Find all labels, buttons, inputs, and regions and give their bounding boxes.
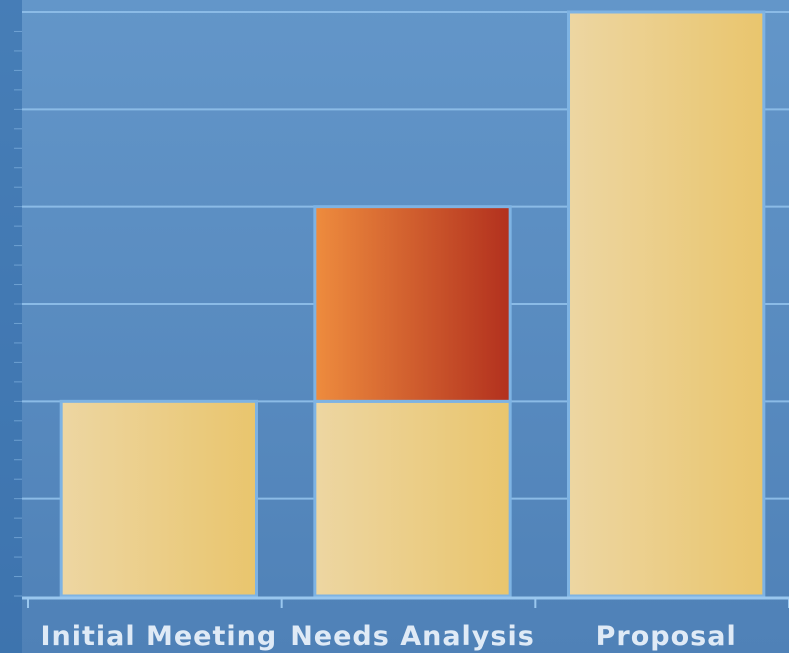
x-tick-labels: Initial Meeting Needs Analysis Proposal <box>40 621 737 652</box>
bar-needs-analysis-series-2 <box>313 205 512 403</box>
x-axis <box>22 596 789 608</box>
y-axis-minor-ticks <box>14 30 22 597</box>
bar-proposal-series-1 <box>567 10 766 598</box>
bars <box>59 10 766 598</box>
x-tick-label: Initial Meeting <box>40 621 277 652</box>
x-tick-label: Needs Analysis <box>290 621 535 652</box>
plot-left-edge <box>0 0 22 653</box>
bar-initial-meeting-series-1 <box>59 399 258 598</box>
bar-needs-analysis-series-1 <box>313 399 512 598</box>
x-tick-label: Proposal <box>596 621 737 652</box>
